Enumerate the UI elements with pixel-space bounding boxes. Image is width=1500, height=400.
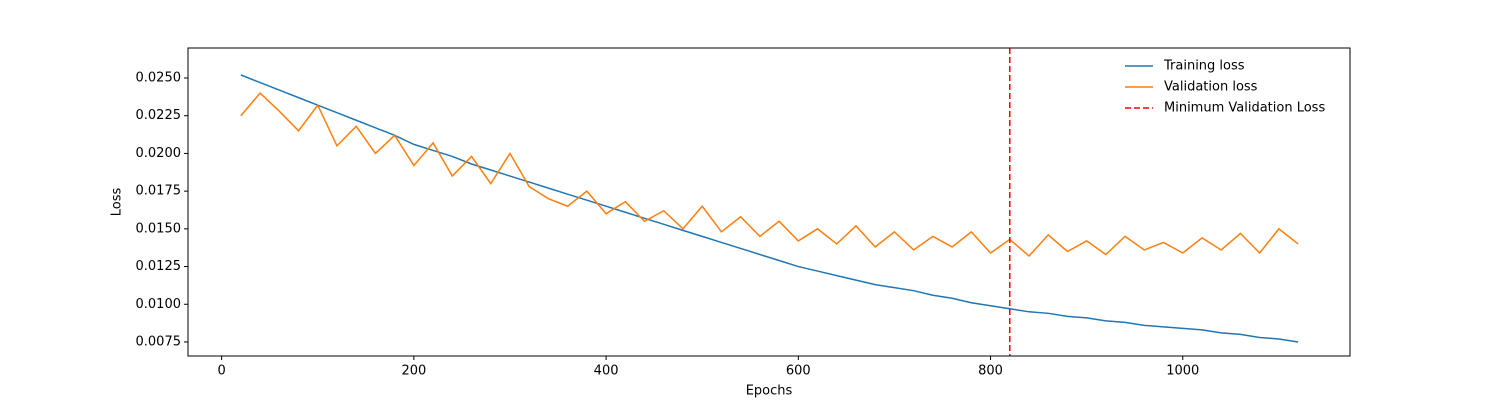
y-tick-label: 0.0250 xyxy=(136,71,182,86)
y-tick-label: 0.0150 xyxy=(136,221,182,236)
x-tick-label: 200 xyxy=(401,364,426,379)
y-axis-label: Loss xyxy=(110,188,125,217)
y-tick-label: 0.0225 xyxy=(136,108,182,123)
y-tick-label: 0.0125 xyxy=(136,259,182,274)
plot-frame xyxy=(187,47,1351,357)
y-tick-label: 0.0200 xyxy=(136,146,182,161)
y-tick-label: 0.0075 xyxy=(136,334,182,349)
y-tick-label: 0.0100 xyxy=(136,297,182,312)
line-series xyxy=(240,92,1299,258)
x-tick-label: 0 xyxy=(217,364,225,379)
x-tick-label: 800 xyxy=(978,364,1003,379)
legend-label: Validation loss xyxy=(1164,80,1258,95)
line-series xyxy=(240,74,1299,343)
x-tick-label: 600 xyxy=(786,364,811,379)
legend-label: Minimum Validation Loss xyxy=(1164,101,1325,116)
legend-label: Training loss xyxy=(1163,59,1245,74)
x-axis-label: Epochs xyxy=(746,384,793,399)
x-tick-label: 400 xyxy=(594,364,619,379)
y-tick-label: 0.0175 xyxy=(136,184,182,199)
x-tick-label: 1000 xyxy=(1166,364,1199,379)
